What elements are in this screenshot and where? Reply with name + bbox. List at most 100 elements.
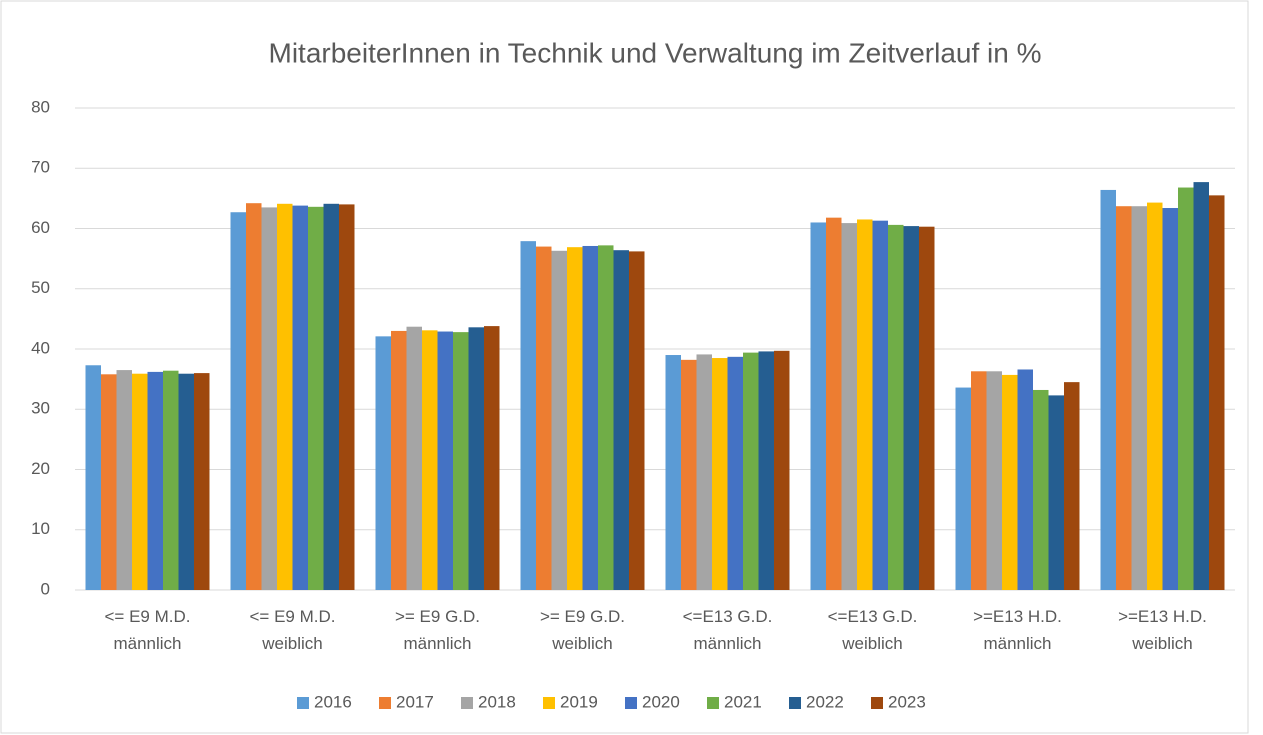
x-tick-label: >= E9 G.D. weiblich [539,607,626,653]
bar [277,203,293,591]
chart-title: MitarbeiterInnen in Technik und Verwaltu… [269,37,1042,68]
bar [888,224,904,590]
legend-swatch [625,697,637,709]
bar [178,373,194,590]
legend-label: 2016 [314,692,352,711]
bar [292,205,308,591]
bar [810,222,826,590]
bar [422,330,438,590]
bar [841,223,857,590]
bar [919,226,935,590]
y-tick-label: 10 [31,519,50,538]
bar [727,356,743,590]
bar [323,203,339,591]
y-tick-label: 20 [31,459,50,478]
legend-label: 2023 [888,692,926,711]
bar [1147,202,1163,590]
bar [1209,195,1225,591]
legend-swatch [297,697,309,709]
bar [391,330,407,590]
x-tick-label: <=E13 G.D. weiblich [827,607,918,653]
bar [857,219,873,590]
y-tick-label: 70 [31,158,50,177]
legend-label: 2020 [642,692,680,711]
bar [453,332,469,590]
bar [629,251,645,590]
legend-label: 2018 [478,692,516,711]
bar [163,370,179,590]
bar [582,245,598,590]
bar [613,250,629,590]
legend-swatch [789,697,801,709]
bar [484,326,500,590]
bar [1033,389,1049,590]
bar [971,371,987,590]
bar [955,387,971,590]
x-tick-label: <=E13 G.D. männlich [682,607,773,653]
legend-swatch [707,697,719,709]
bar [1162,208,1178,590]
bar [1002,374,1018,590]
y-tick-label: 0 [41,579,50,598]
bar [681,359,697,590]
legend-swatch [543,697,555,709]
bar [406,326,422,590]
bar [147,371,163,590]
bar [758,351,774,590]
bar [712,358,728,590]
bar [665,355,681,590]
bar [101,374,117,590]
legend-swatch [461,697,473,709]
legend-swatch [871,697,883,709]
bar [567,247,583,591]
bar [536,246,552,590]
x-tick-label: >=E13 H.D. weiblich [1118,607,1207,653]
bar [246,203,262,590]
legend-label: 2021 [724,692,762,711]
bar [437,331,453,590]
y-tick-label: 30 [31,399,50,418]
bar [520,241,536,590]
y-tick-label: 50 [31,278,50,297]
bar [468,327,484,590]
bar [986,371,1002,590]
bar [743,352,759,590]
legend-label: 2022 [806,692,844,711]
x-tick-label: <= E9 M.D. männlich [104,607,191,653]
x-tick-label: >= E9 G.D. männlich [394,607,481,653]
bar [85,365,101,590]
bar [261,207,277,590]
legend-swatch [379,697,391,709]
bar [1064,382,1080,590]
bar [1017,369,1033,590]
bar [551,250,567,591]
bar [1100,189,1116,590]
legend-label: 2019 [560,692,598,711]
bar [598,245,614,590]
bar [903,226,919,590]
bar [116,370,132,590]
y-tick-label: 60 [31,218,50,237]
bar [375,336,391,590]
x-tick-label: <= E9 M.D. weiblich [249,607,336,653]
bar [1116,206,1132,590]
bar [872,220,888,591]
x-tick-label: >=E13 H.D. männlich [973,607,1062,653]
bar [230,212,246,591]
y-tick-label: 40 [31,338,50,357]
bar [774,350,790,590]
bar [1178,187,1194,590]
bar [308,206,324,590]
bar [1048,395,1064,590]
bar [696,354,712,590]
bar [132,373,148,590]
bar [339,204,355,590]
bar [194,373,210,590]
bar [1131,206,1147,590]
y-tick-label: 80 [31,97,50,116]
legend-label: 2017 [396,692,434,711]
bar [826,217,842,590]
bar [1193,182,1209,591]
